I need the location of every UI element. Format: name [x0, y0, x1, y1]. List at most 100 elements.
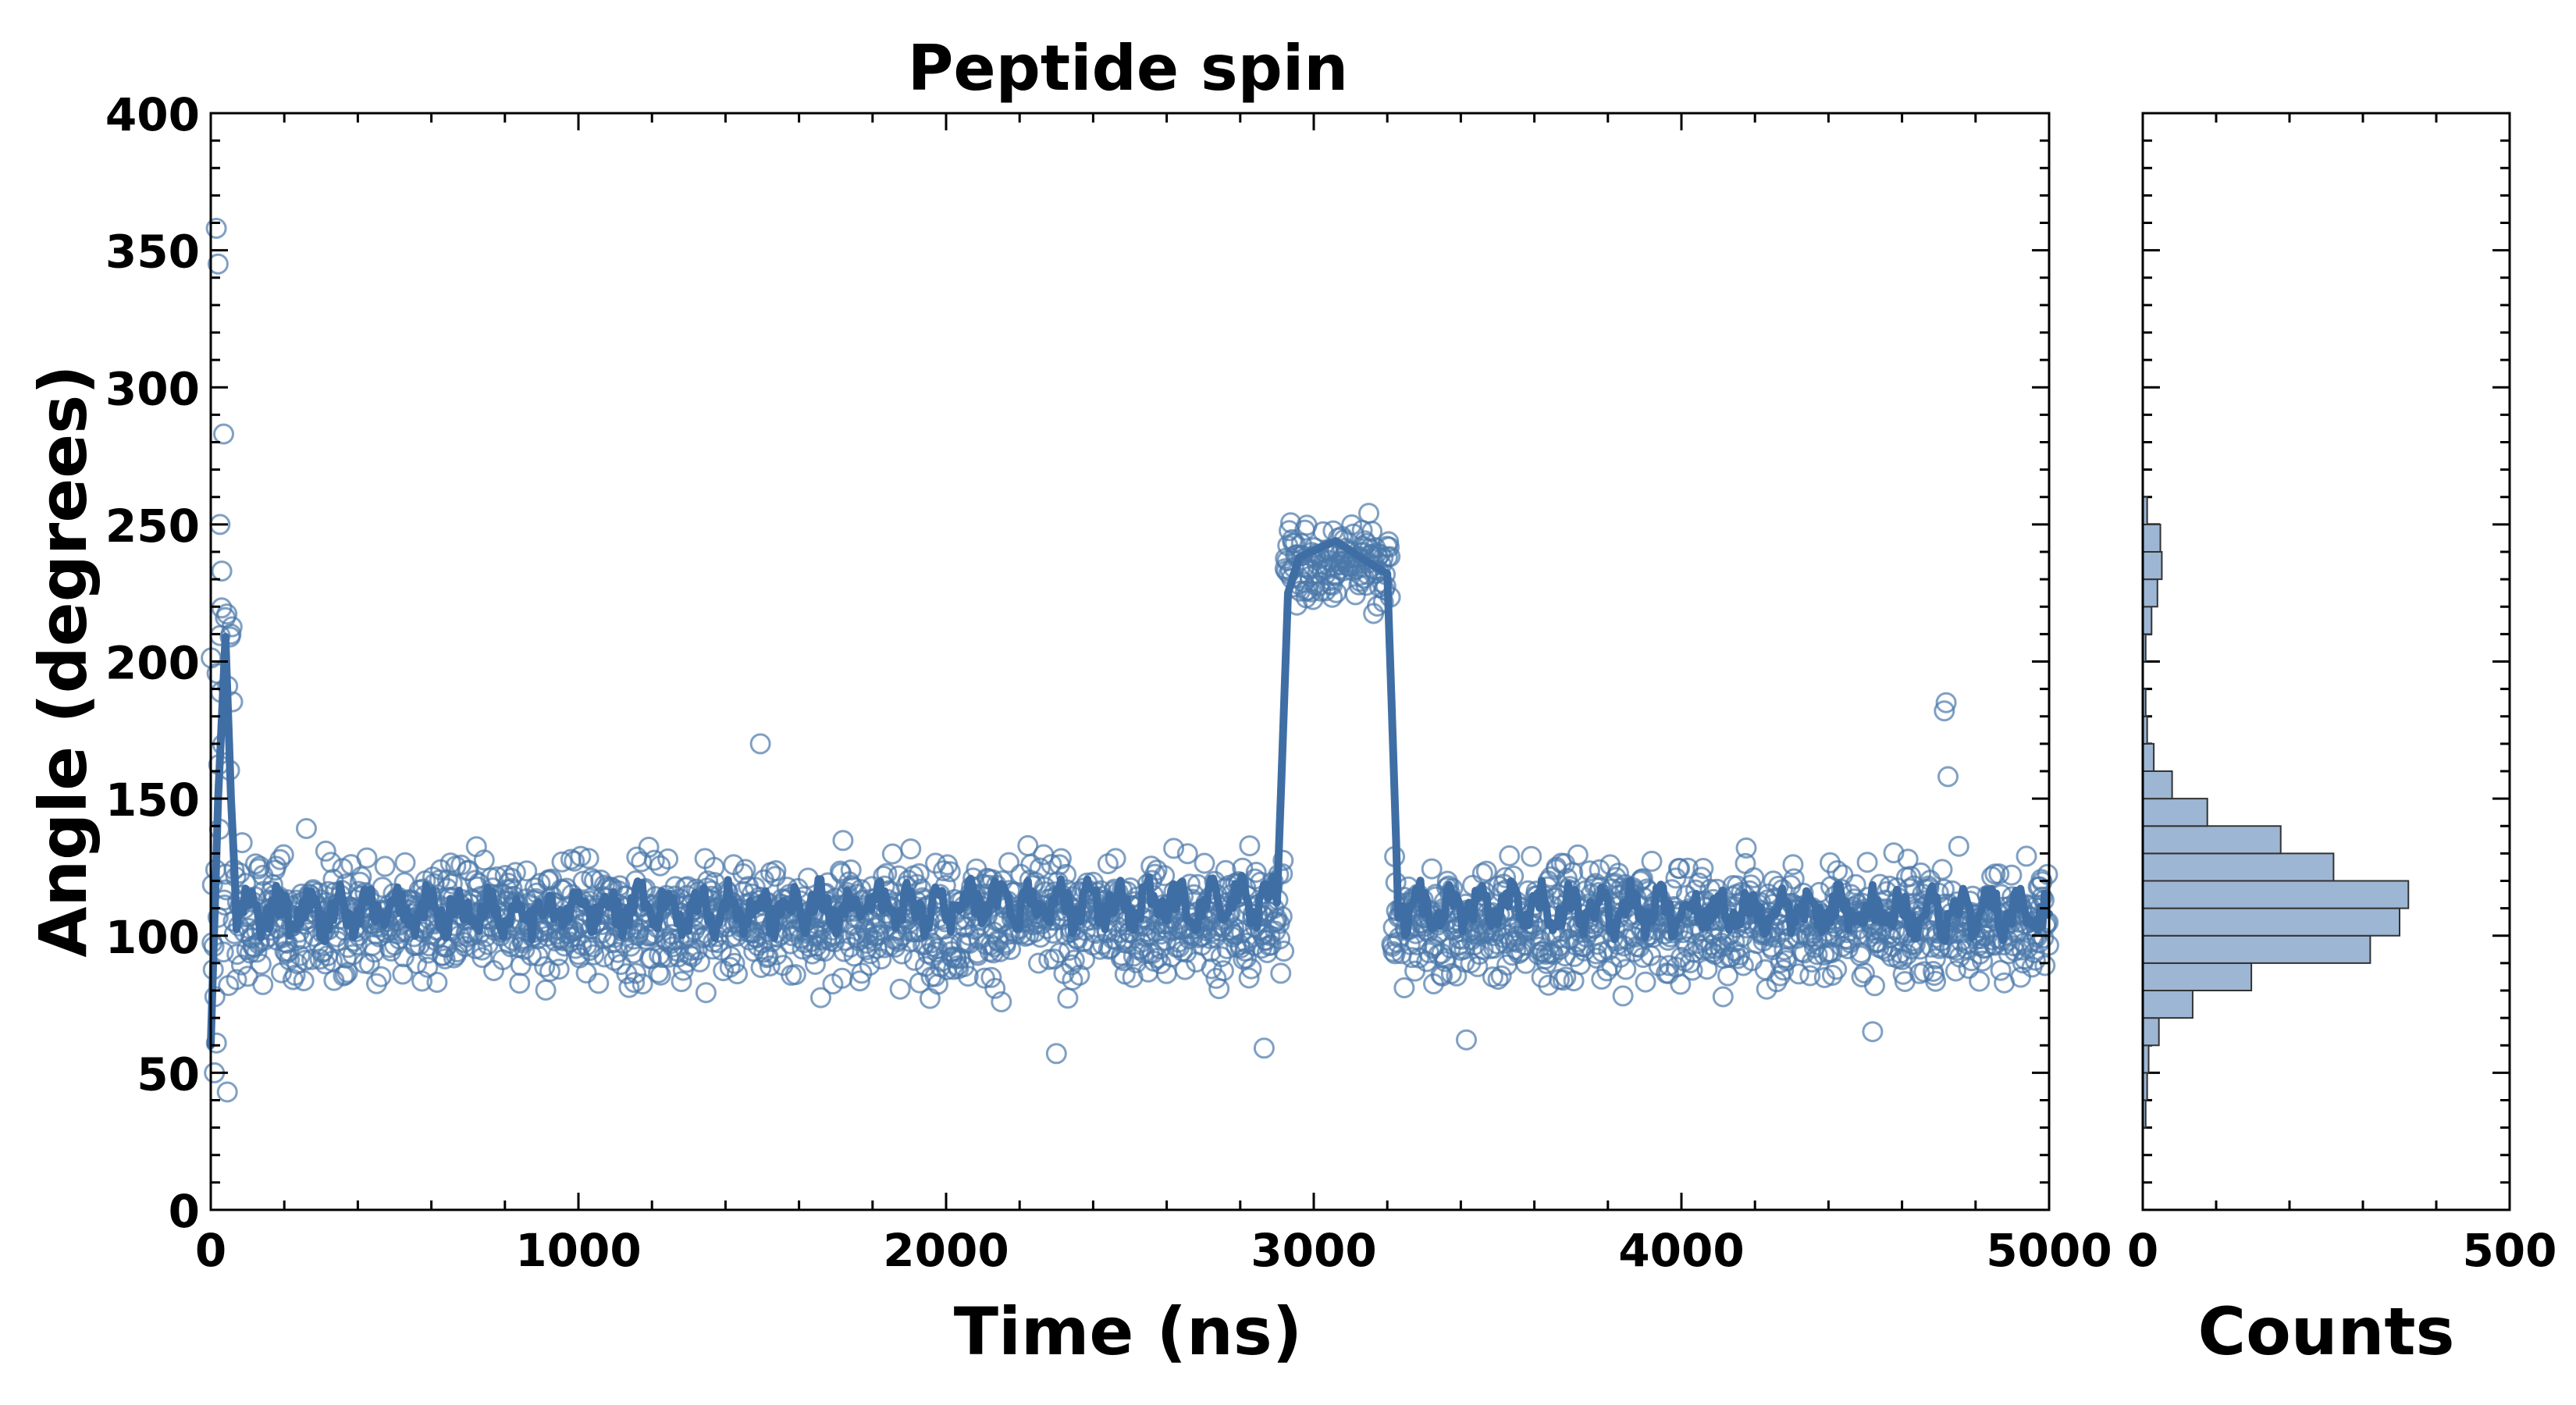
scatter-point [588, 973, 610, 994]
scatter-point [1552, 969, 1574, 991]
scatter-point [1670, 973, 1692, 995]
scatter-point [272, 844, 294, 866]
scatter-point [393, 946, 415, 968]
scatter-points [201, 218, 2059, 1103]
y-tick-label: 150 [105, 774, 200, 827]
scatter-point [1272, 849, 1294, 871]
scatter-point [392, 963, 414, 985]
scatter-point [625, 962, 646, 984]
scatter-point [1641, 850, 1663, 872]
scatter-point [1969, 970, 1991, 992]
scatter-point [626, 846, 648, 868]
y-tick-label: 0 [169, 1185, 200, 1238]
scatter-point [434, 948, 456, 969]
scatter-point [471, 947, 493, 969]
scatter-point [1931, 859, 1953, 880]
scatter-point [1538, 974, 1560, 996]
scatter-point [315, 840, 336, 862]
scatter-point [957, 966, 979, 987]
scatter-point [881, 843, 903, 865]
scatter-point-outlier [1253, 1037, 1275, 1059]
chart-title: Peptide spin [908, 32, 1348, 105]
main-ticks: 0 1000 2000 3000 4000 50000501001502002503003… [105, 88, 2510, 1277]
main-plot-area: 0 1000 2000 3000 4000 50000501001502002503003… [105, 88, 2510, 1277]
scatter-point [1475, 860, 1497, 882]
scatter-point [1806, 944, 1828, 966]
scatter-point [1490, 965, 1512, 987]
scatter-point [1270, 962, 1292, 984]
histogram-bar [2142, 852, 2335, 882]
scatter-point [643, 849, 665, 871]
histogram-bar [2142, 798, 2208, 827]
histogram-bar [2142, 880, 2410, 909]
scatter-point [2034, 955, 2056, 976]
scatter-point [320, 852, 342, 873]
scatter-point [632, 973, 653, 995]
scatter-point [575, 962, 597, 984]
scatter-point [426, 972, 448, 993]
scatter-point [581, 867, 603, 889]
scatter-point [293, 970, 315, 991]
scatter-point [727, 963, 748, 985]
scatter-point [289, 944, 311, 966]
scatter-point [1692, 858, 1714, 879]
histogram-bar [2142, 825, 2282, 855]
y-tick-label: 100 [105, 911, 200, 964]
scatter-point [1821, 965, 1843, 986]
x-tick-label: 3000 [1251, 1224, 1376, 1277]
histogram-bar [2142, 990, 2194, 1019]
scatter-point [1271, 905, 1293, 927]
scatter-point [564, 850, 585, 872]
scatter-point [250, 953, 272, 975]
scatter-point [851, 962, 873, 984]
scatter-point-outlier [749, 733, 771, 755]
scatter-point [1273, 941, 1295, 962]
histogram-bar [2142, 606, 2153, 635]
scatter-point [1782, 854, 1804, 876]
scatter-point [497, 873, 519, 894]
scatter-point [411, 970, 433, 992]
scatter-point [1029, 857, 1051, 879]
scatter-point [1238, 967, 1260, 989]
scatter-point [1212, 960, 1234, 982]
scatter-point [1240, 958, 1262, 980]
histogram-bar [2142, 962, 2253, 991]
scatter-point [1499, 845, 1521, 866]
scatter-point [1845, 873, 1866, 895]
running-average-line [207, 537, 2053, 1050]
scatter-point [2016, 845, 2037, 867]
scatter-point [1607, 863, 1629, 884]
scatter-point [1944, 960, 1966, 982]
scatter-point [1147, 948, 1169, 969]
scatter-point [1697, 938, 1719, 960]
hist-x-tick-label: 0 [2127, 1224, 2158, 1277]
scatter-point [1269, 928, 1291, 950]
scatter-point [785, 964, 806, 986]
scatter-point [1028, 952, 1049, 974]
scatter-point [953, 956, 975, 977]
scatter-point-outlier [211, 560, 233, 582]
scatter-point [900, 838, 922, 860]
scatter-point [1176, 843, 1198, 865]
scatter-point [1057, 987, 1079, 1009]
scatter-point [1358, 503, 1379, 525]
scatter-point [695, 982, 717, 1004]
scatter-point [919, 987, 941, 1009]
scatter-point-outlier [1456, 1029, 1477, 1051]
scatter-point-outlier [213, 423, 234, 445]
scatter-point [688, 951, 710, 973]
histogram-bar [2142, 934, 2371, 964]
scatter-point [1379, 536, 1400, 558]
scatter-point [1612, 985, 1634, 1007]
scatter-point [908, 863, 930, 884]
scatter-point-outlier [1935, 692, 1957, 713]
scatter-point [578, 848, 600, 870]
scatter-point [1743, 867, 1765, 888]
scatter-point-outlier [215, 606, 237, 628]
scatter-point [211, 597, 233, 619]
scatter-point [1567, 844, 1589, 866]
scatter-point [294, 949, 316, 971]
scatter-point [249, 855, 271, 877]
y-tick-label: 400 [105, 88, 200, 141]
